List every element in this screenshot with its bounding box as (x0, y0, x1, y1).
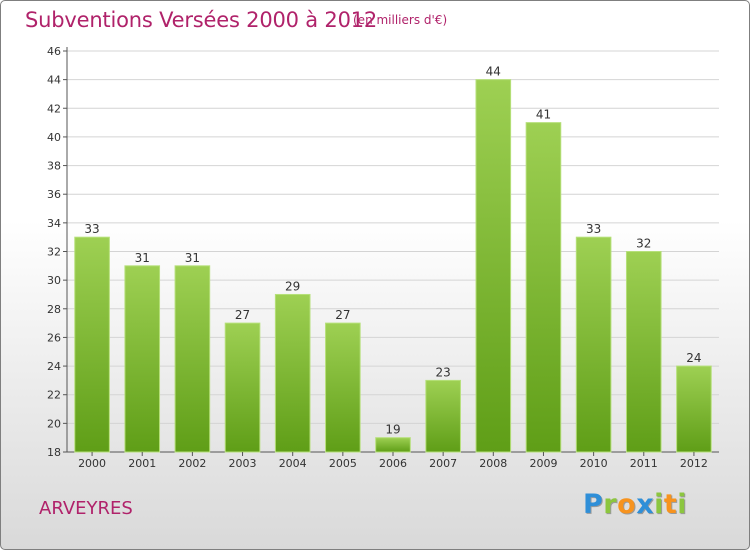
bar-value-label: 31 (135, 251, 150, 265)
x-tick-label: 2011 (630, 457, 658, 470)
bar-value-label: 27 (235, 308, 250, 322)
proxiti-logo: Proxiti (583, 489, 687, 520)
x-tick-label: 2008 (479, 457, 507, 470)
x-tick-label: 2001 (128, 457, 156, 470)
y-tick-label: 28 (47, 303, 61, 316)
x-tick-label: 2003 (229, 457, 257, 470)
bar-2001 (124, 265, 161, 453)
bar-2006 (375, 437, 411, 453)
logo-letter: t (663, 489, 678, 520)
bar-value-label: 41 (536, 108, 551, 122)
bar-value-label: 33 (84, 222, 99, 236)
x-tick-label: 2009 (529, 457, 557, 470)
y-tick-label: 46 (47, 45, 61, 58)
bar-value-label: 23 (436, 365, 451, 379)
bar-value-labels: 33 31 31 27 29 27 19 23 44 41 33 32 24 (84, 65, 701, 437)
commune-name: ARVEYRES (39, 498, 133, 519)
bar-value-label: 19 (385, 423, 400, 437)
bar-value-label: 33 (586, 222, 601, 236)
logo-letter: r (603, 489, 618, 520)
bar-value-label: 27 (335, 308, 350, 322)
x-tick-label: 2002 (178, 457, 206, 470)
chart-subtitle: (en milliers d'€) (353, 13, 448, 27)
y-tick-label: 24 (47, 360, 61, 373)
bar-2003 (224, 322, 261, 453)
bar-2011 (625, 251, 662, 453)
bar-2008 (475, 79, 512, 453)
x-tick-label: 2012 (680, 457, 708, 470)
bar-2004 (274, 293, 311, 453)
bar-2009 (525, 122, 562, 453)
y-tick-label: 20 (47, 417, 61, 430)
bar-2000 (74, 236, 110, 453)
bar-value-label: 24 (686, 351, 701, 365)
bar-2010 (575, 236, 612, 453)
gridlines (67, 50, 719, 453)
y-tick-label: 26 (47, 331, 61, 344)
x-tick-label: 2000 (78, 457, 106, 470)
y-tick-label: 42 (47, 102, 61, 115)
logo-letter: o (617, 489, 637, 520)
bar-value-label: 44 (486, 65, 501, 79)
x-axis: 2000 2001 2002 2003 2004 2005 2006 2007 2008 2009… (78, 452, 708, 470)
y-tick-label: 40 (47, 131, 61, 144)
x-tick-label: 2005 (329, 457, 357, 470)
y-tick-label: 32 (47, 246, 61, 259)
logo-letter: i (654, 489, 664, 520)
x-tick-label: 2004 (279, 457, 307, 470)
x-tick-label: 2007 (429, 457, 457, 470)
bar-value-label: 31 (185, 251, 200, 265)
bar-2012 (676, 365, 712, 453)
y-tick-label: 38 (47, 160, 61, 173)
logo-letter: i (677, 489, 688, 520)
y-tick-label: 18 (47, 446, 61, 459)
y-tick-label: 44 (47, 74, 61, 87)
bar-2007 (425, 379, 461, 453)
bar-2002 (174, 265, 211, 453)
y-tick-label: 30 (47, 274, 61, 287)
x-tick-label: 2010 (580, 457, 608, 470)
logo-letter: P (583, 489, 604, 520)
y-tick-label: 36 (47, 188, 61, 201)
y-tick-label: 22 (47, 389, 61, 402)
chart-title: Subventions Versées 2000 à 2012 (25, 8, 378, 32)
bars (74, 79, 712, 453)
logo-letter: x (636, 489, 655, 520)
bar-value-label: 32 (636, 237, 651, 251)
y-tick-label: 34 (47, 217, 61, 230)
bar-2005 (325, 322, 361, 453)
x-tick-label: 2006 (379, 457, 407, 470)
bar-value-label: 29 (285, 279, 300, 293)
